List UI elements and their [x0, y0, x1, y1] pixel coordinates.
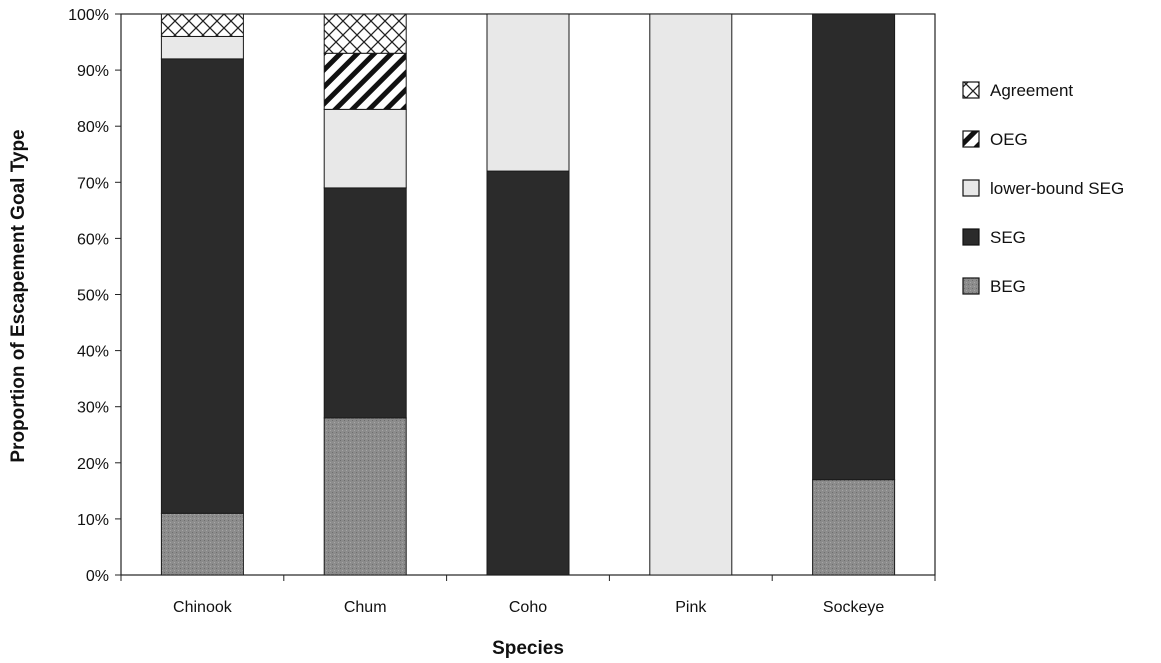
- bar-chum-lower-bound-seg: [323, 108, 407, 189]
- legend-swatch-seg: [962, 228, 980, 246]
- legend-label-seg: SEG: [990, 228, 1026, 247]
- y-tick-label: 80%: [77, 119, 109, 136]
- bar-chum-agreement: [323, 13, 407, 54]
- bar-sockeye-beg: [812, 479, 896, 576]
- x-tick-label: Pink: [675, 599, 707, 616]
- y-tick-label: 20%: [77, 456, 109, 473]
- y-tick-label: 30%: [77, 400, 109, 417]
- bar-chinook-agreement: [160, 13, 244, 37]
- bars-group: [160, 13, 896, 576]
- bar-coho-seg: [486, 170, 570, 576]
- x-tick-label: Sockeye: [823, 599, 884, 616]
- y-tick-label: 0%: [86, 568, 109, 585]
- x-tick-label: Chinook: [173, 599, 233, 616]
- y-tick-label: 50%: [77, 288, 109, 305]
- y-tick-label: 10%: [77, 512, 109, 529]
- legend-label-agreement: Agreement: [990, 81, 1073, 100]
- y-tick-label: 60%: [77, 231, 109, 248]
- legend-swatch-agreement: [962, 81, 980, 99]
- bar-coho-lower-bound-seg: [486, 13, 570, 172]
- bar-chum-beg: [323, 417, 407, 576]
- x-tick-label: Chum: [344, 599, 387, 616]
- bar-chinook-seg: [160, 58, 244, 514]
- y-axis: 0% 10% 20% 30% 40% 50% 60% 70% 80% 90% 100%: [68, 7, 121, 585]
- legend-swatch-lower-bound-seg: [962, 179, 980, 197]
- legend-swatch-oeg: [962, 130, 980, 148]
- bar-chinook-beg: [160, 512, 244, 576]
- x-axis-title: Species: [492, 638, 564, 659]
- y-tick-label: 40%: [77, 344, 109, 361]
- x-tick-label: Coho: [509, 599, 547, 616]
- x-axis: Chinook Chum Coho Pink Sockeye: [120, 575, 936, 616]
- y-axis-title: Proportion of Escapement Goal Type: [8, 129, 29, 462]
- legend-label-lower-bound-seg: lower-bound SEG: [990, 179, 1124, 198]
- bar-sockeye-seg: [812, 13, 896, 481]
- y-tick-label: 100%: [68, 7, 109, 24]
- bar-chinook-lower-bound-seg: [160, 35, 244, 60]
- bar-chum-seg: [323, 187, 407, 419]
- y-tick-label: 70%: [77, 175, 109, 192]
- y-tick-label: 90%: [77, 63, 109, 80]
- bar-chum-oeg: [323, 52, 407, 110]
- legend: Agreement OEG lower-bound SEG SEG BEG: [962, 81, 1124, 296]
- legend-label-beg: BEG: [990, 277, 1026, 296]
- bar-pink-lower-bound-seg: [649, 13, 733, 576]
- legend-label-oeg: OEG: [990, 130, 1028, 149]
- legend-swatch-beg: [962, 277, 980, 295]
